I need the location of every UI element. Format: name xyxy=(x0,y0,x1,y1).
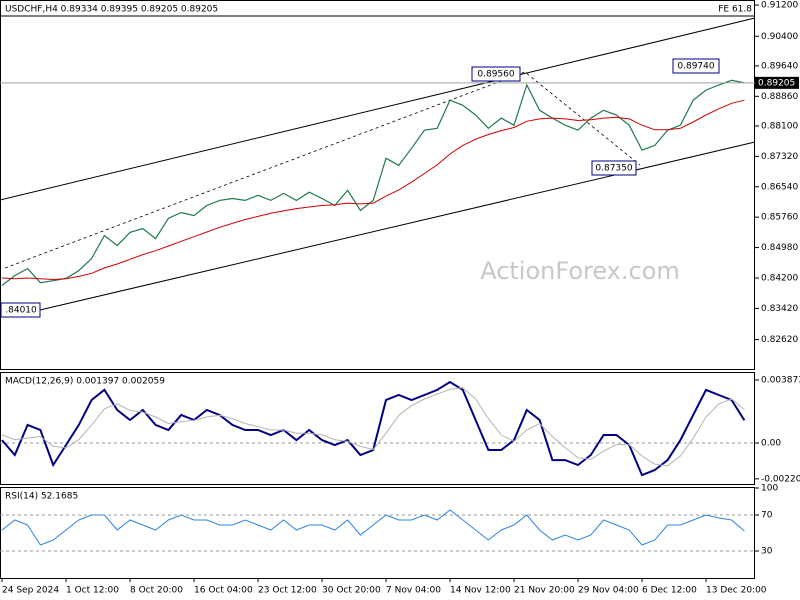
y-tick-label: 0.84980 xyxy=(761,243,798,253)
y-tick-label: 100 xyxy=(761,484,778,494)
x-tick-label: 14 Nov 12:00 xyxy=(450,586,511,596)
series-line xyxy=(1,387,745,467)
y-tick-label: 0.84200 xyxy=(761,273,798,283)
y-tick-label: 0.91200 xyxy=(761,1,798,11)
series-line xyxy=(1,380,746,477)
series-line xyxy=(1,99,745,281)
y-tick-label: 0.83420 xyxy=(761,304,798,314)
macd-header: MACD(12,26,9) 0.001397 0.002059 xyxy=(5,377,165,387)
price-panel xyxy=(0,0,755,370)
rsi-panel xyxy=(0,487,755,579)
annotation: .84010 xyxy=(5,306,37,316)
annotation: 0.89560 xyxy=(477,70,514,80)
symbol-header: USDCHF,H4 0.89334 0.89395 0.89205 0.8920… xyxy=(5,5,218,15)
x-tick-label: 6 Dec 12:00 xyxy=(642,586,697,596)
x-tick-label: 30 Oct 20:00 xyxy=(322,586,381,596)
x-tick-label: 7 Nov 04:00 xyxy=(386,586,441,596)
y-tick-label: 0.85760 xyxy=(761,213,798,223)
y-tick-label: 0.003873 xyxy=(761,375,800,385)
projection-line xyxy=(4,71,641,269)
last-price-label: 0.89205 xyxy=(758,78,795,88)
rsi-header: RSI(14) 52.1685 xyxy=(5,492,78,502)
y-tick-label: 0.90400 xyxy=(761,32,798,42)
x-tick-label: 21 Nov 20:00 xyxy=(514,586,575,596)
annotation-box xyxy=(471,66,521,82)
y-tick-label: 0.87320 xyxy=(761,152,798,162)
y-tick-label: 0.82620 xyxy=(761,335,798,345)
last-price-box xyxy=(755,76,799,89)
series-line xyxy=(1,509,745,546)
y-tick-label: 0.86540 xyxy=(761,182,798,192)
x-tick-label: 16 Oct 04:00 xyxy=(194,586,253,596)
x-tick-label: 8 Oct 20:00 xyxy=(130,586,183,596)
annotations: 0.89560 0.89740 0.87350 .84010 xyxy=(0,58,720,318)
x-tick-label: 23 Oct 12:00 xyxy=(258,586,317,596)
y-tick-label: 30 xyxy=(761,547,773,557)
annotation: 0.89740 xyxy=(677,62,714,72)
y-tick-label: 0.89640 xyxy=(761,61,798,71)
annotation: 0.87350 xyxy=(595,164,632,174)
x-tick-label: 24 Sep 2024 xyxy=(2,586,59,596)
y-tick-label: 0.88860 xyxy=(761,92,798,102)
series-line xyxy=(1,79,745,286)
x-tick-label: 1 Oct 12:00 xyxy=(66,586,119,596)
fe-label: FE 61.8 xyxy=(718,5,752,15)
annotation-box xyxy=(0,302,41,318)
x-tick-label: 13 Dec 20:00 xyxy=(706,586,767,596)
x-tick-label: 29 Nov 04:00 xyxy=(578,586,639,596)
y-tick-label: 0.88100 xyxy=(761,121,798,131)
channel-upper xyxy=(0,17,756,201)
y-tick-label: 0.00 xyxy=(761,439,781,449)
annotation-box xyxy=(591,160,637,176)
macd-panel xyxy=(0,372,755,485)
y-tick-label: 70 xyxy=(761,511,773,521)
annotation-box xyxy=(672,58,720,74)
watermark: ActionForex.com xyxy=(480,257,680,285)
